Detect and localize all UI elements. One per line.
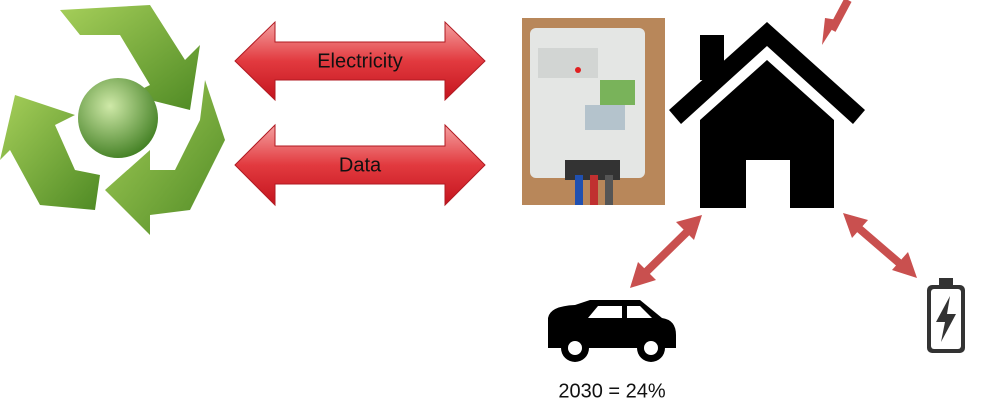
car-caption: 2030 = 24% [558,380,666,402]
globe [78,78,158,158]
house-icon [669,22,865,208]
electricity-arrow: Electricity [235,22,485,100]
diagram: Electricity Data [0,0,994,410]
battery-icon [927,278,965,353]
recycle-logo [0,5,225,235]
data-arrow: Data [235,125,485,205]
meter-photo [522,18,665,205]
car-icon [548,300,676,362]
arrow-label: Data [339,154,382,176]
arrow-label: Electricity [317,50,403,72]
